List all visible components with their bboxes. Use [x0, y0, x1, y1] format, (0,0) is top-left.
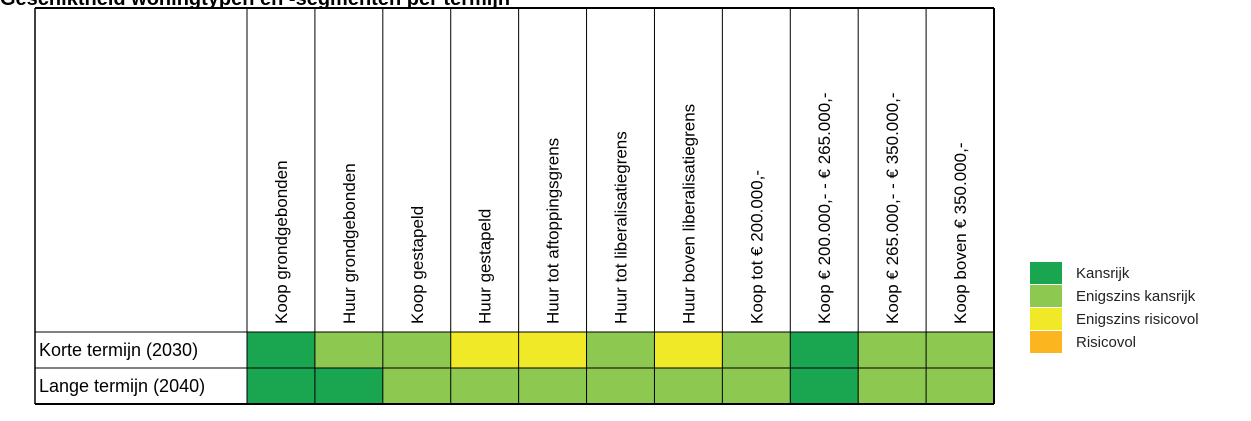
heatmap-cell: Enigszins kansrijk — [382, 368, 451, 404]
heatmap-cell: Kansrijk — [247, 368, 315, 404]
heatmap-cell: Kansrijk — [247, 332, 315, 368]
row-label: Korte termijn (2030) — [39, 340, 198, 360]
legend: Kansrijk Enigszins kansrijk Enigszins risi… — [1030, 262, 1199, 354]
legend-item: Risicovol — [1030, 331, 1199, 353]
heatmap-cell: Enigszins risicovol — [654, 332, 723, 368]
legend-label: Risicovol — [1076, 333, 1137, 351]
column-header: Koop tot € 200.000,- — [747, 170, 766, 324]
legend-label: Kansrijk — [1076, 264, 1130, 282]
heatmap-cell: Enigszins kansrijk — [858, 332, 927, 368]
column-header: Koop gestapeld — [408, 206, 427, 324]
column-header: Huur tot aftoppingsgrens — [544, 138, 563, 324]
heatmap-cell: Enigszins kansrijk — [654, 368, 723, 404]
heatmap-cell: Enigszins kansrijk — [586, 332, 655, 368]
row-label: Lange termijn (2040) — [39, 376, 205, 396]
column-header: Koop boven € 350.000,- — [951, 143, 970, 324]
column-header: Koop € 265.000,- - € 350.000,- — [883, 92, 902, 324]
page-title: Geschiktheid woningtypen en -segmenten p… — [0, 0, 1000, 11]
heatmap-cell: Enigszins risicovol — [518, 332, 587, 368]
legend-item: Enigszins risicovol — [1030, 308, 1199, 330]
heatmap-cell: Kansrijk — [314, 368, 383, 404]
heatmap-cell: Enigszins kansrijk — [518, 368, 587, 404]
heatmap-cell: Enigszins kansrijk — [586, 368, 655, 404]
legend-label: Enigszins kansrijk — [1076, 287, 1196, 305]
legend-item: Kansrijk — [1030, 262, 1199, 284]
heatmap-cell: Enigszins kansrijk — [858, 368, 927, 404]
column-header: Huur grondgebonden — [340, 163, 359, 324]
column-header: Huur gestapeld — [476, 209, 495, 324]
column-header: Huur boven liberalisatiegrens — [679, 104, 698, 324]
heatmap-cell: Enigszins risicovol — [450, 332, 519, 368]
heatmap-cell: Kansrijk — [790, 332, 859, 368]
heatmap-cell: Enigszins kansrijk — [450, 368, 519, 404]
heatmap-cell: Enigszins kansrijk — [926, 332, 994, 368]
heatmap-cell: Kansrijk — [790, 368, 859, 404]
legend-swatch — [1030, 331, 1062, 353]
legend-item: Enigszins kansrijk — [1030, 285, 1199, 307]
column-header: Huur tot liberalisatiegrens — [612, 131, 631, 324]
legend-swatch — [1030, 262, 1062, 284]
heatmap-cell: Enigszins kansrijk — [926, 368, 994, 404]
heatmap-cell: Enigszins kansrijk — [314, 332, 383, 368]
legend-label: Enigszins risicovol — [1076, 310, 1199, 328]
column-header: Koop grondgebonden — [272, 160, 291, 324]
heatmap-cell: Enigszins kansrijk — [382, 332, 451, 368]
legend-swatch — [1030, 285, 1062, 307]
heatmap-cell: Enigszins kansrijk — [722, 332, 791, 368]
legend-swatch — [1030, 308, 1062, 330]
column-header: Koop € 200.000,- - € 265.000,- — [815, 92, 834, 324]
heatmap-cell: Enigszins kansrijk — [722, 368, 791, 404]
